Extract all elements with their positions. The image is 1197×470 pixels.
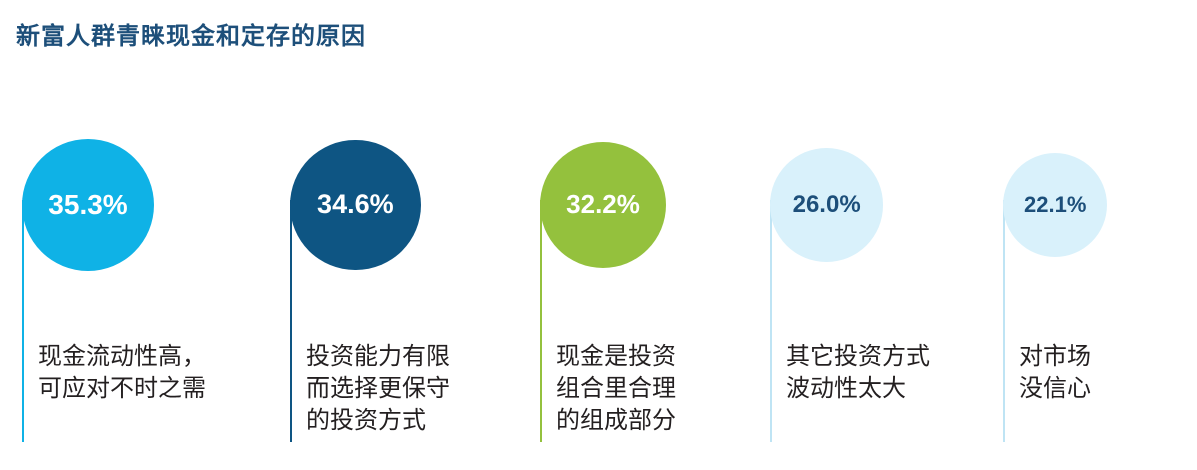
connector-line [22, 200, 24, 442]
value-bubble: 35.3% [22, 139, 154, 271]
connector-line [770, 200, 772, 442]
reason-item: 22.1% 对市场 没信心 [1003, 0, 1197, 470]
value-bubble: 22.1% [1003, 152, 1108, 258]
connector-line [290, 200, 292, 442]
reason-label: 现金是投资 组合里合理 的组成部分 [556, 342, 676, 434]
reason-label: 对市场 没信心 [1019, 342, 1091, 402]
reason-label: 其它投资方式 波动性太大 [786, 342, 930, 402]
connector-line [540, 200, 542, 442]
value-bubble: 34.6% [290, 139, 421, 271]
reason-item: 26.0% 其它投资方式 波动性太大 [770, 0, 990, 470]
value-bubble: 26.0% [770, 148, 884, 262]
chart-title: 新富人群青睐现金和定存的原因 [16, 22, 366, 50]
reason-label: 投资能力有限 而选择更保守 的投资方式 [306, 342, 450, 434]
reason-item: 35.3% 现金流动性高， 可应对不时之需 [22, 0, 242, 470]
connector-line [1003, 200, 1005, 442]
reason-item: 32.2% 现金是投资 组合里合理 的组成部分 [540, 0, 760, 470]
reason-item: 34.6% 投资能力有限 而选择更保守 的投资方式 [290, 0, 510, 470]
reason-label: 现金流动性高， 可应对不时之需 [38, 342, 206, 402]
value-bubble: 32.2% [540, 141, 667, 269]
